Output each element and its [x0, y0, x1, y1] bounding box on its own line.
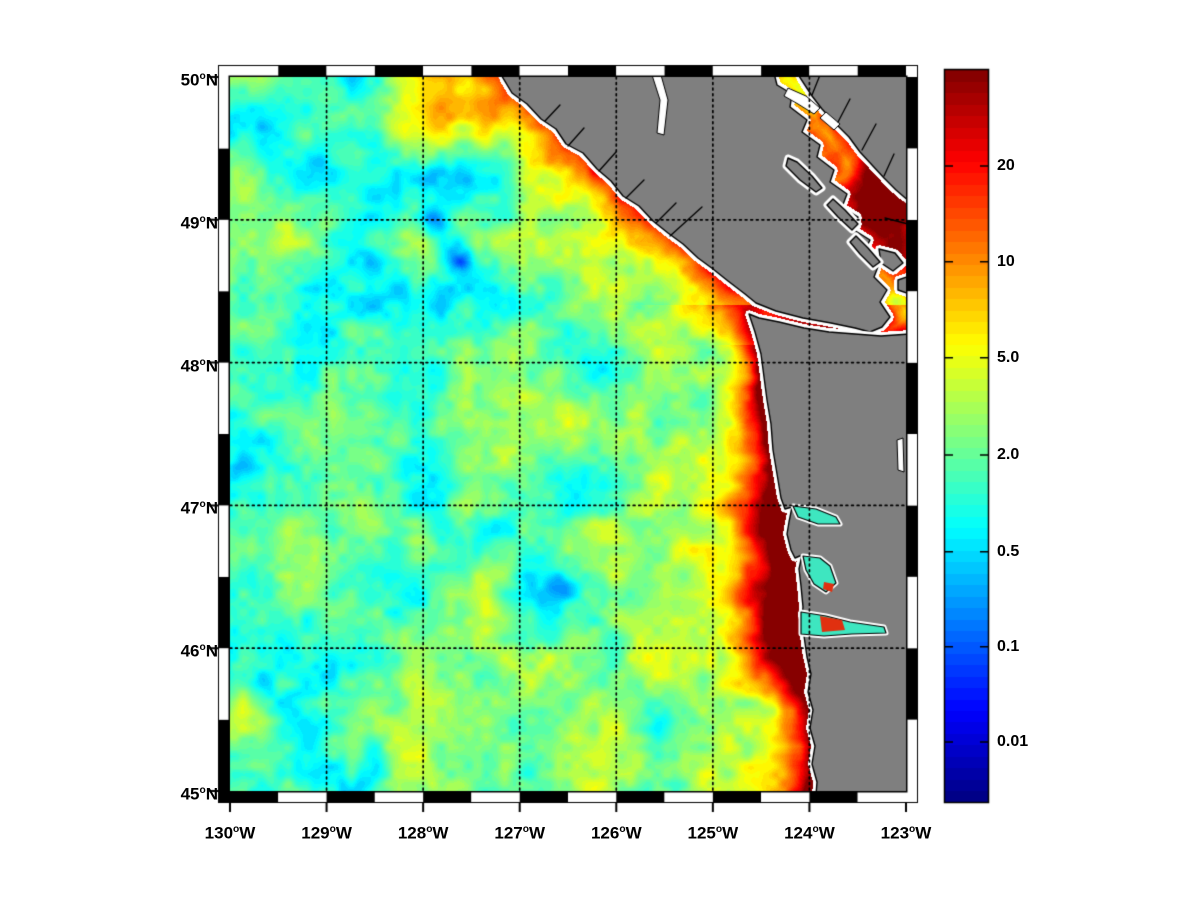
lat-tick-label: 46oN — [180, 641, 218, 661]
colorbar-tick-label: 10 — [997, 252, 1015, 270]
lon-tick-label: 130oW — [204, 823, 256, 843]
lat-tick-label: 49oN — [180, 213, 218, 233]
lat-tick-label: 48oN — [180, 356, 218, 376]
colorbar-tick-label: 0.01 — [997, 732, 1029, 750]
colorbar-tick-label: 5.0 — [997, 348, 1020, 366]
lon-tick-label: 125oW — [687, 823, 739, 843]
lon-tick-label: 128oW — [397, 823, 449, 843]
colorbar-tick-label: 0.5 — [997, 542, 1020, 560]
lon-tick-label: 129oW — [301, 823, 352, 843]
colorbar-tick-label: 20 — [997, 156, 1015, 174]
lat-tick-label: 45oN — [180, 784, 218, 804]
lon-tick-label: 126oW — [590, 823, 642, 843]
lat-tick-label: 50oN — [180, 70, 218, 90]
lat-tick-label: 47oN — [180, 499, 218, 519]
lon-tick-label: 123oW — [880, 823, 932, 843]
lon-tick-label: 124oW — [784, 823, 835, 843]
lon-tick-label: 127oW — [494, 823, 546, 843]
colorbar-tick-label: 2.0 — [997, 446, 1020, 464]
colorbar-tick-label: 0.1 — [997, 637, 1020, 655]
